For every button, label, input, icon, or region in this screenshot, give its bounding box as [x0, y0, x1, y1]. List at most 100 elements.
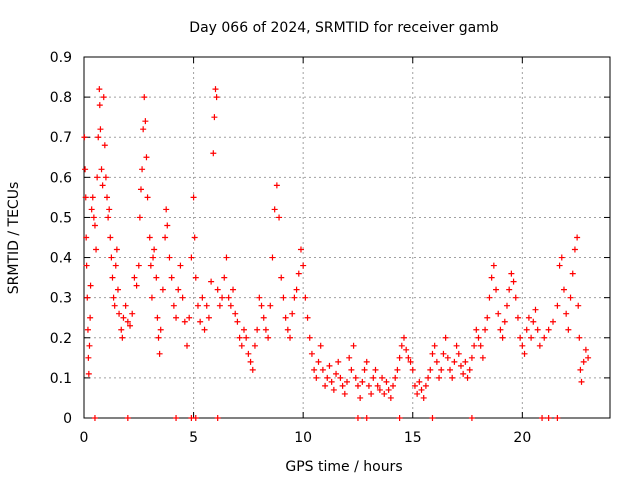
data-point [201, 326, 208, 333]
data-point [221, 274, 228, 281]
data-point [238, 342, 245, 349]
data-point [119, 334, 126, 341]
data-point [352, 374, 359, 381]
data-point [354, 382, 361, 389]
data-point [451, 358, 458, 365]
data-point [468, 415, 475, 421]
data-point [442, 334, 449, 341]
data-point [144, 194, 151, 201]
data-point [94, 174, 101, 181]
data-point [87, 282, 94, 289]
data-point [506, 286, 513, 293]
data-point [84, 326, 91, 333]
data-point [293, 286, 300, 293]
data-point [322, 382, 329, 389]
data-point [330, 386, 337, 393]
data-point [328, 378, 335, 385]
data-point [83, 262, 90, 269]
data-point [407, 358, 414, 365]
data-point [109, 274, 116, 281]
data-point [403, 346, 410, 353]
data-point [495, 310, 502, 317]
data-point [282, 314, 289, 321]
data-point [273, 182, 280, 189]
data-point [414, 390, 421, 397]
y-axis-label: SRMTID / TECUs [6, 182, 22, 295]
data-point [150, 254, 157, 261]
data-point [188, 254, 195, 261]
x-tick-label: 5 [189, 430, 198, 446]
data-point [162, 234, 169, 241]
data-point [462, 358, 469, 365]
data-point [118, 326, 125, 333]
data-point [429, 415, 436, 421]
data-point [168, 274, 175, 281]
data-point [396, 354, 403, 361]
data-point [159, 286, 166, 293]
data-point [131, 274, 138, 281]
data-point [234, 318, 241, 325]
data-point [571, 246, 578, 253]
data-point [460, 370, 467, 377]
data-point [173, 314, 180, 321]
data-point [341, 390, 348, 397]
data-point [447, 366, 454, 373]
data-point [86, 342, 93, 349]
data-point [280, 294, 287, 301]
data-point [219, 294, 226, 301]
data-point [124, 318, 131, 325]
data-point [582, 346, 589, 353]
data-point [304, 314, 311, 321]
data-point [396, 415, 403, 421]
data-point [148, 294, 155, 301]
data-point [359, 378, 366, 385]
data-point [210, 150, 217, 157]
data-point [392, 374, 399, 381]
data-point [260, 314, 267, 321]
y-tick-label: 0.3 [50, 291, 72, 307]
data-point [390, 382, 397, 389]
data-point [319, 366, 326, 373]
data-point [110, 294, 117, 301]
y-tick-label: 0.7 [50, 130, 72, 146]
data-point [346, 354, 353, 361]
data-point [372, 366, 379, 373]
data-point [385, 386, 392, 393]
data-point [339, 382, 346, 389]
data-point [510, 278, 517, 285]
data-point [155, 334, 162, 341]
data-point [433, 358, 440, 365]
data-point [267, 302, 274, 309]
data-point [112, 262, 119, 269]
data-point [179, 294, 186, 301]
data-point [523, 326, 530, 333]
data-point [116, 310, 123, 317]
data-point [203, 302, 210, 309]
data-point [186, 314, 193, 321]
data-point [337, 374, 344, 381]
data-point [387, 394, 394, 401]
data-point [317, 342, 324, 349]
data-point [127, 322, 134, 329]
data-point [124, 415, 131, 421]
data-point [409, 366, 416, 373]
data-point [190, 194, 197, 201]
x-axis-label: GPS time / hours [285, 459, 402, 475]
data-point [418, 386, 425, 393]
data-point [539, 415, 546, 421]
data-point [106, 206, 113, 213]
data-point [497, 326, 504, 333]
data-point [105, 214, 112, 221]
y-tick-label: 0.2 [50, 331, 72, 347]
data-point [569, 270, 576, 277]
data-point [95, 134, 102, 141]
data-point [361, 366, 368, 373]
data-point [287, 334, 294, 341]
data-point [512, 294, 519, 301]
data-point [517, 334, 524, 341]
data-point [326, 362, 333, 369]
data-point [464, 374, 471, 381]
data-point [477, 342, 484, 349]
data-point [379, 374, 386, 381]
